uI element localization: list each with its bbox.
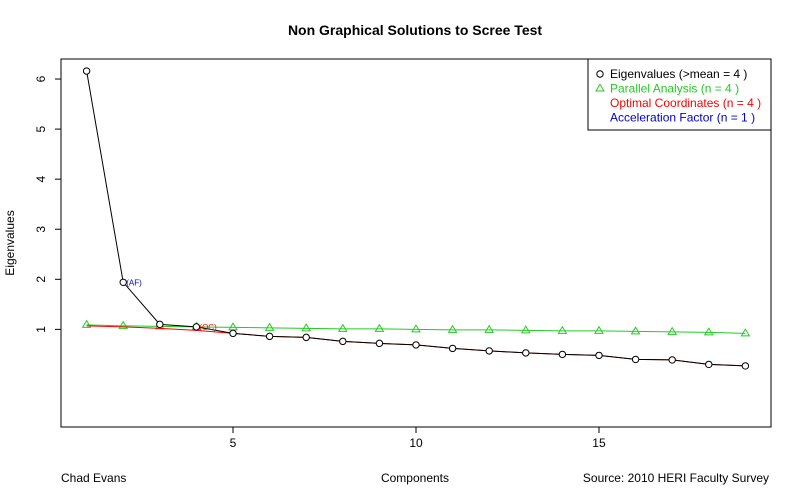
legend-entry: Acceleration Factor (n = 1 )	[610, 111, 755, 125]
eigenvalues-point	[631, 355, 640, 364]
parallel-analysis-point	[667, 326, 678, 335]
eigenvalues-point	[741, 362, 750, 370]
parallel-analysis-point	[81, 319, 92, 328]
eigenvalues-point	[265, 332, 274, 341]
eigenvalues-point	[82, 67, 91, 75]
annotation-layer: (AF) (OC)	[126, 278, 217, 332]
legend-symbol-circle	[596, 70, 604, 78]
eigenvalues-point	[375, 339, 384, 348]
y-tick-label: 6	[34, 75, 48, 82]
y-axis: 1 2 3 4 5 6	[34, 75, 61, 333]
series-eigenvalues	[82, 67, 750, 370]
eigenvalues-point	[302, 333, 310, 342]
parallel-analysis-point	[447, 324, 458, 333]
x-axis: 5 10 15	[230, 427, 606, 450]
footer-source: Source: 2010 HERI Faculty Survey	[583, 471, 769, 485]
x-tick-label: 10	[409, 436, 423, 450]
parallel-analysis-point	[630, 326, 641, 335]
eigenvalues-point	[192, 323, 201, 331]
series-layer	[81, 67, 751, 370]
eigenvalues-point	[229, 329, 237, 338]
eigenvalues-point	[705, 360, 713, 369]
eigenvalues-point	[448, 344, 457, 353]
parallel-analysis-point	[264, 322, 275, 331]
parallel-analysis-point	[301, 323, 312, 332]
annotation-oc: (OC)	[199, 323, 217, 332]
legend-entry: Optimal Coordinates (n = 4 )	[610, 96, 761, 110]
y-tick-label: 1	[34, 326, 48, 333]
y-axis-label: Eigenvalues	[3, 210, 17, 275]
parallel-analysis-point	[374, 323, 385, 332]
legend-entry: Parallel Analysis (n = 4 )	[610, 82, 739, 96]
x-axis-label: Components	[381, 471, 449, 485]
y-tick-label: 2	[34, 276, 48, 283]
eigenvalues-point	[522, 349, 530, 357]
legend-box	[587, 58, 772, 131]
legend: Eigenvalues (>mean = 4 )Parallel Analysi…	[587, 58, 772, 131]
parallel-analysis-point	[740, 328, 751, 337]
parallel-analysis-point	[594, 325, 604, 334]
y-tick-label: 4	[34, 176, 48, 183]
chart-title: Non Graphical Solutions to Scree Test	[288, 22, 542, 38]
annotation-af: (AF)	[126, 278, 142, 287]
eigenvalues-point	[485, 347, 493, 355]
series-parallel-analysis	[81, 319, 751, 337]
y-tick-label: 3	[34, 226, 48, 233]
parallel-analysis-point	[484, 324, 495, 333]
parallel-analysis-point	[118, 320, 129, 329]
parallel-analysis-point	[411, 324, 421, 333]
eigenvalues-point	[668, 356, 676, 364]
x-tick-label: 5	[230, 436, 237, 450]
eigenvalues-point	[412, 341, 420, 349]
parallel-analysis-point	[228, 322, 238, 331]
legend-symbol-triangle	[595, 83, 605, 92]
x-tick-label: 15	[592, 436, 606, 450]
y-tick-label: 5	[34, 125, 48, 132]
eigenvalues-point	[339, 337, 347, 346]
eigenvalues-point	[595, 351, 603, 360]
parallel-analysis-point	[337, 323, 348, 332]
parallel-analysis-point	[520, 325, 531, 334]
parallel-analysis-point	[703, 327, 714, 336]
eigenvalues-point	[558, 350, 567, 359]
eigenvalues-point	[119, 278, 127, 287]
parallel-analysis-point	[557, 325, 568, 334]
legend-entry: Eigenvalues (>mean = 4 )	[610, 67, 747, 81]
eigenvalues-point	[156, 320, 164, 329]
footer-author: Chad Evans	[61, 471, 126, 485]
